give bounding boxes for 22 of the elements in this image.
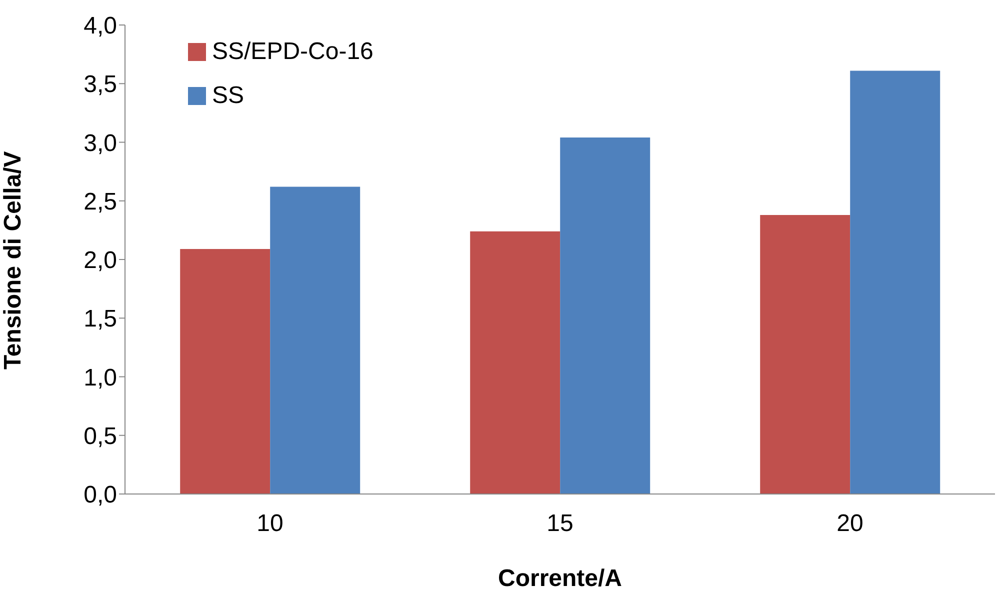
- bar: [270, 186, 360, 494]
- y-tick-label: 1,0: [84, 364, 117, 392]
- y-tick-label: 2,5: [84, 188, 117, 216]
- y-axis-title: Tensione di Cella/V: [0, 151, 27, 370]
- x-axis-title: Corrente/A: [498, 565, 622, 592]
- x-tick-label: 20: [836, 510, 864, 538]
- y-tick-label: 1,5: [84, 306, 117, 333]
- bar: [760, 214, 850, 494]
- legend-label: SS/EPD-Co-16: [212, 37, 374, 67]
- y-tick-label: 0,5: [84, 422, 117, 450]
- y-tick-label: 0,0: [84, 482, 117, 509]
- bar: [560, 138, 650, 494]
- y-tick-label: 3,0: [84, 130, 117, 157]
- x-tick-label: 15: [546, 510, 574, 538]
- y-tick-label: 4,0: [84, 12, 117, 40]
- x-tick-label: 10: [256, 510, 284, 538]
- bar: [470, 231, 560, 494]
- legend-label: SS: [212, 81, 244, 111]
- y-tick-label: 2,0: [84, 247, 117, 274]
- bar: [180, 248, 270, 494]
- y-tick-label: 3,5: [84, 71, 117, 98]
- bar: [850, 70, 940, 494]
